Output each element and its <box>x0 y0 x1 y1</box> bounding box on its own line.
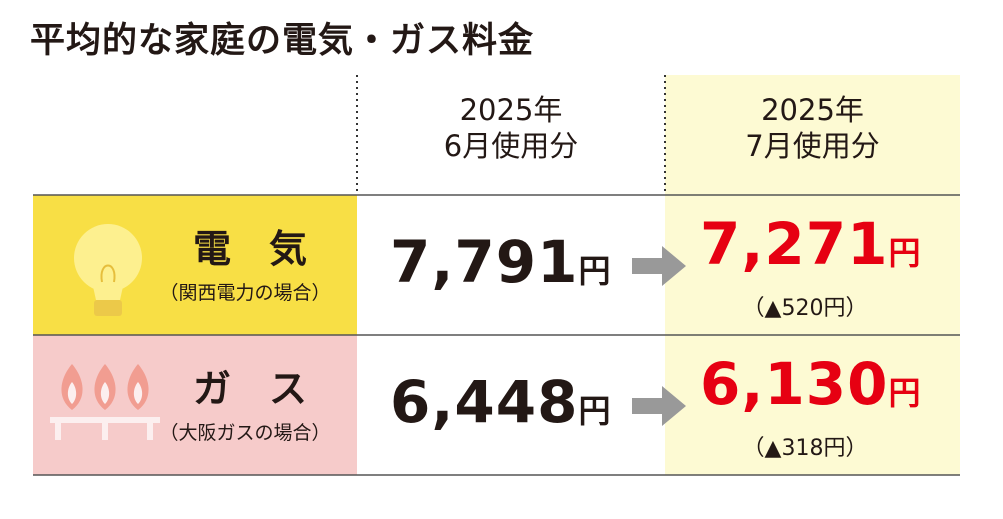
unit: 円 <box>888 374 921 412</box>
unit: 円 <box>578 252 611 290</box>
header-line: 7月使用分 <box>745 129 880 163</box>
july-amount: 6,130 <box>700 350 889 418</box>
change: （▲520円） <box>742 296 868 321</box>
june-amount: 6,448 <box>390 368 579 436</box>
july-column-bg <box>665 75 960 475</box>
header-line: 6月使用分 <box>443 129 579 163</box>
change: （▲318円） <box>742 436 868 461</box>
header-line: 2025年 <box>459 93 563 127</box>
july-amount: 7,271 <box>700 210 889 278</box>
title: 平均的な家庭の電気・ガス料金 <box>30 21 535 61</box>
arrow <box>632 386 686 426</box>
arrow <box>632 246 686 286</box>
row-label: ガ ス <box>192 367 307 411</box>
bulb-icon <box>74 224 142 316</box>
unit: 円 <box>578 392 611 430</box>
row-label: 電 気 <box>192 227 307 271</box>
row-sublabel: （関西電力の場合） <box>159 282 331 304</box>
row-sublabel: （大阪ガスの場合） <box>159 422 331 444</box>
header-line: 2025年 <box>761 93 864 127</box>
flame-icon <box>50 364 160 440</box>
gas-label-bg <box>33 335 357 475</box>
june-amount: 7,791 <box>390 228 579 296</box>
unit: 円 <box>888 234 921 272</box>
